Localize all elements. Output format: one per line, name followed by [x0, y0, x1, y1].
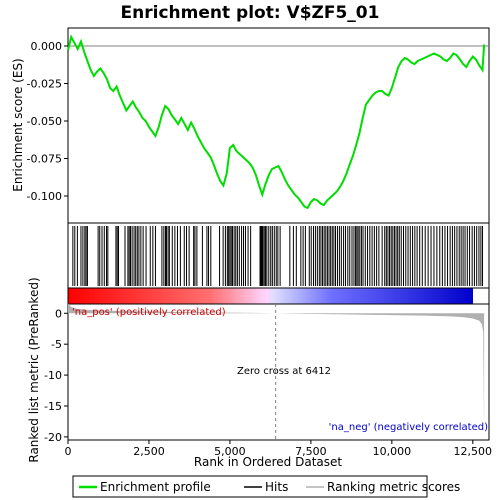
metric-tick-label: -15	[44, 400, 62, 413]
metric-tick-label: 0	[55, 307, 62, 320]
es-tick-label: 0.000	[31, 40, 63, 53]
es-tick-label: -0.050	[27, 115, 62, 128]
x-tick-label: 12,500	[454, 445, 493, 458]
legend-hits-label: Hits	[265, 480, 288, 494]
metric-tick-label: -10	[44, 369, 62, 382]
x-axis: 0 2,500 5,000 7,500 10,000 12,500	[65, 440, 493, 458]
es-tick-label: -0.075	[27, 153, 62, 166]
es-axis: 0.000 -0.025 -0.050 -0.075 -0.100	[27, 40, 68, 203]
es-tick-label: -0.025	[27, 78, 62, 91]
metric-panel	[67, 303, 490, 441]
x-tick-label: 10,000	[373, 445, 412, 458]
neg-label: 'na_neg' (negatively correlated)	[329, 422, 488, 433]
x-tick-label: 7,500	[295, 445, 327, 458]
es-tick-label: -0.100	[27, 190, 62, 203]
metric-tick-label: -5	[51, 338, 62, 351]
x-tick-label: 2,500	[133, 445, 165, 458]
rank-color-bar	[68, 288, 473, 304]
hit-markers	[72, 226, 484, 286]
x-tick-label: 0	[65, 445, 72, 458]
chart-title: Enrichment plot: V$ZF5_01	[121, 3, 380, 23]
x-axis-label: Rank in Ordered Dataset	[194, 455, 342, 469]
legend-metric-label: Ranking metric scores	[327, 480, 460, 494]
metric-tick-label: -20	[44, 431, 62, 444]
es-y-label: Enrichment score (ES)	[11, 58, 25, 191]
hits-panel	[67, 222, 490, 289]
pos-label: 'na_pos' (positively correlated)	[72, 307, 226, 318]
legend-es-label: Enrichment profile	[100, 480, 211, 494]
metric-y-label: Ranked list metric (PreRanked)	[27, 277, 41, 462]
x-tick-label: 5,000	[214, 445, 246, 458]
es-profile-line	[67, 34, 486, 210]
zero-cross-label: Zero cross at 6412	[237, 366, 331, 377]
metric-axis: 0 -5 -10 -15 -20	[44, 307, 68, 444]
